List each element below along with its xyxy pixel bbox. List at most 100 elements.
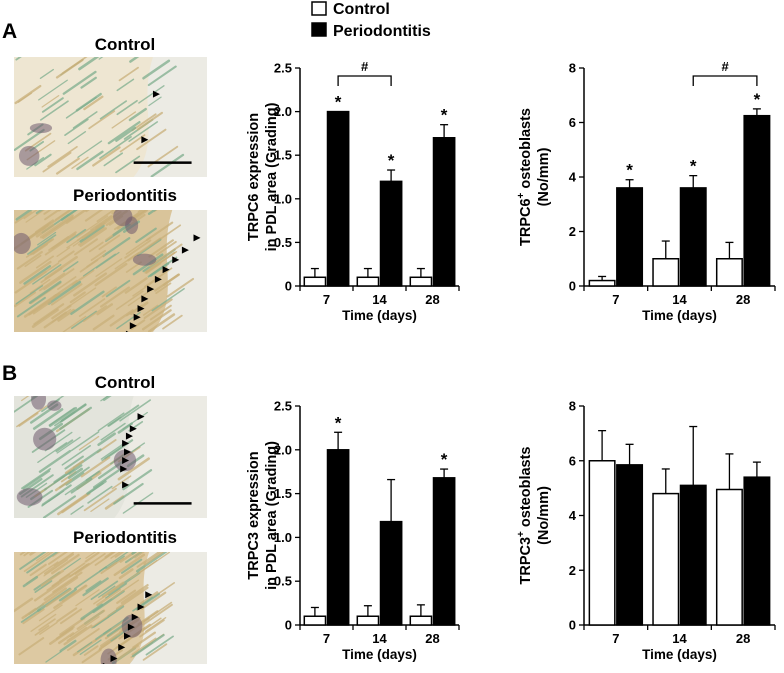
tissue-fiber	[104, 552, 116, 559]
tissue-fiber	[79, 259, 99, 273]
tissue-fiber	[35, 552, 51, 562]
tissue-fiber	[65, 472, 85, 486]
panel-label-b: B	[2, 362, 17, 385]
x-tick-label: 28	[736, 631, 750, 646]
tissue-fiber	[142, 643, 168, 661]
osteoblast-arrowhead	[125, 330, 129, 332]
legend: Control Periodontitis	[311, 1, 431, 40]
tissue-fiber	[100, 396, 109, 402]
tissue-fiber	[26, 552, 58, 574]
significance-bracket-label: #	[721, 59, 729, 74]
tissue-fiber	[72, 111, 98, 129]
tissue-fiber	[52, 571, 83, 594]
tissue-fiber	[33, 303, 65, 326]
y-tick-label: 0.5	[274, 574, 292, 589]
y-axis-label: TRPC6 expression in PDL area (Grading)	[246, 102, 280, 251]
histology-image-b-control	[14, 396, 207, 518]
tissue-fiber	[47, 280, 82, 305]
tissue-fiber	[43, 210, 52, 215]
tissue-fiber	[19, 260, 52, 284]
tissue-fiber	[42, 151, 72, 173]
tissue-fiber	[14, 128, 45, 151]
tissue-fiber	[100, 632, 121, 647]
tissue-fiber	[130, 319, 146, 331]
osteoblast-arrowhead	[122, 439, 130, 447]
tissue-fiber	[96, 210, 116, 223]
tissue-fiber	[31, 243, 48, 255]
bone-region	[133, 57, 207, 177]
tissue-fiber	[83, 95, 104, 111]
tissue-fiber	[147, 313, 176, 332]
significance-star: *	[626, 161, 633, 180]
tissue-fiber	[55, 625, 75, 640]
tissue-fiber	[82, 305, 107, 323]
bar-periodontitis	[679, 484, 707, 626]
tissue-fiber	[98, 585, 116, 598]
bar-control	[303, 615, 327, 626]
x-tick-label: 28	[425, 631, 439, 646]
tissue-fiber	[33, 583, 60, 602]
tissue-fiber	[40, 267, 63, 284]
tissue-fiber	[78, 298, 106, 317]
tissue-fiber	[43, 553, 75, 575]
tissue-fiber	[121, 558, 143, 574]
tissue-fiber	[76, 150, 104, 171]
tissue-fiber	[17, 92, 33, 103]
cell-cluster	[16, 488, 43, 506]
tissue-fiber	[47, 145, 78, 168]
y-axis-label: TRPC3 expression in PDL area (Grading)	[246, 441, 280, 590]
tissue-fiber	[111, 579, 140, 600]
significance-bracket	[337, 75, 392, 86]
osteoblast-arrowhead	[125, 432, 133, 440]
y-axis-label-superscript: +	[516, 531, 527, 537]
bar-periodontitis	[379, 180, 403, 287]
tissue-fiber	[52, 552, 61, 558]
tissue-fiber	[102, 396, 112, 401]
tissue-fiber	[145, 221, 174, 242]
tissue-fiber	[136, 111, 164, 131]
tissue-fiber	[55, 439, 74, 453]
tissue-fiber	[83, 645, 99, 656]
x-tick-label: 7	[323, 292, 330, 307]
osteoblast-arrowhead	[102, 662, 106, 664]
tissue-fiber	[95, 258, 123, 278]
osteoblast-arrowhead	[141, 295, 149, 303]
osteoblast-arrowhead	[120, 465, 128, 473]
tissue-fiber	[85, 552, 97, 559]
bar-control	[715, 258, 743, 287]
x-axis-label: Time (days)	[342, 647, 417, 662]
osteoblast-arrowhead	[122, 457, 130, 464]
tissue-fiber	[129, 57, 140, 63]
tissue-fiber	[140, 591, 167, 610]
y-tick-label: 0	[569, 618, 576, 633]
tissue-fiber	[37, 442, 68, 464]
tissue-fiber	[43, 311, 68, 329]
x-tick-label: 14	[372, 292, 387, 307]
tissue-fiber	[125, 237, 151, 255]
significance-bracket	[692, 75, 758, 86]
osteoblast-arrowhead	[129, 322, 137, 330]
y-axis-label: TRPC3+ osteoblasts (No/mm)	[516, 447, 552, 585]
tissue-fiber	[78, 57, 100, 71]
tissue-fiber	[35, 223, 55, 238]
tissue-fiber	[64, 455, 84, 470]
tissue-fiber	[22, 608, 45, 625]
tissue-fiber	[148, 239, 174, 258]
tissue-fiber	[65, 96, 97, 119]
y-axis-label-line: TRPC6	[518, 198, 534, 246]
tissue-fiber	[22, 470, 51, 490]
tissue-fiber	[63, 261, 79, 273]
tissue-fiber	[110, 552, 122, 559]
y-axis-label-superscript: +	[516, 192, 527, 198]
tissue-fiber	[61, 57, 88, 74]
tissue-fiber	[124, 277, 148, 294]
x-axis-label: Time (days)	[642, 647, 717, 662]
y-axis-label-line: osteoblasts	[518, 108, 534, 193]
tissue-fiber	[90, 610, 117, 629]
tissue-fiber	[81, 648, 102, 664]
tissue-fiber	[35, 255, 54, 269]
tissue-fiber	[91, 611, 116, 629]
tissue-fiber	[136, 552, 161, 568]
tissue-fiber	[71, 584, 87, 596]
tissue-fiber	[51, 573, 71, 588]
